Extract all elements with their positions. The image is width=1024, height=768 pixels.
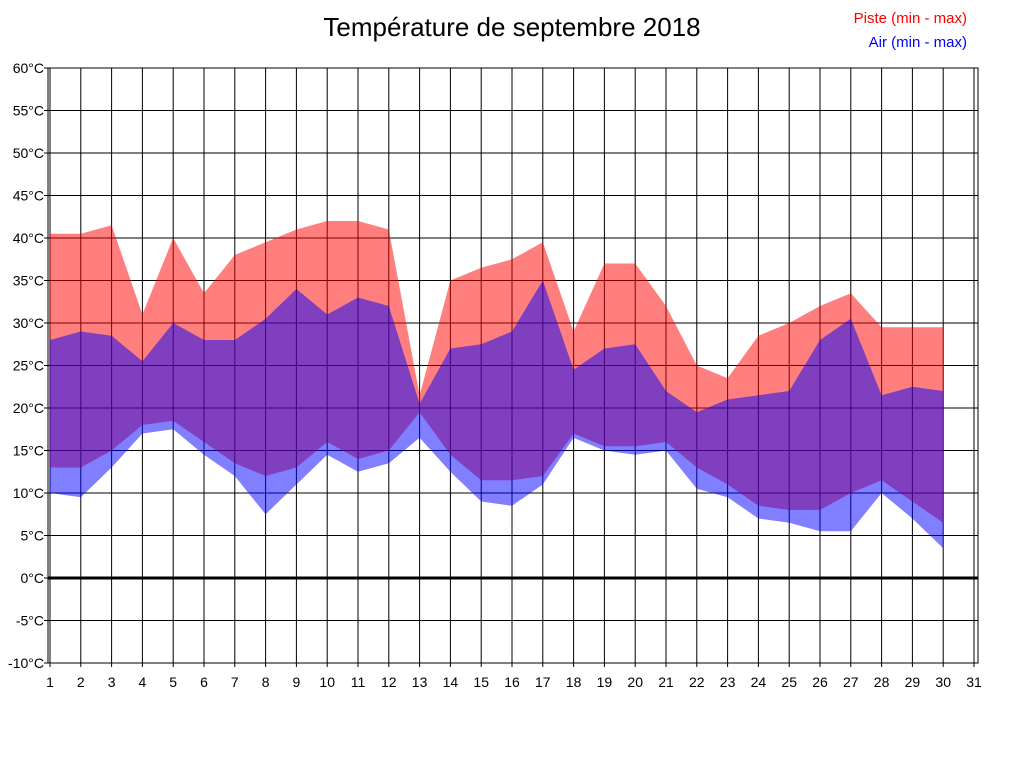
svg-text:11: 11 (351, 674, 366, 690)
svg-text:50°C: 50°C (13, 145, 44, 161)
x-axis-labels: 1 2 3 4 5 6 7 8 9 10 11 12 13 14 15 16 17 18 19 20 21 22 23 24 2… (46, 674, 982, 690)
svg-text:15°C: 15°C (13, 443, 44, 459)
svg-text:3: 3 (108, 674, 116, 690)
svg-text:19: 19 (597, 674, 613, 690)
svg-text:21: 21 (658, 674, 674, 690)
svg-text:-10°C: -10°C (8, 655, 44, 671)
svg-text:12: 12 (381, 674, 397, 690)
svg-text:25°C: 25°C (13, 358, 44, 374)
svg-text:7: 7 (231, 674, 239, 690)
svg-text:-5°C: -5°C (16, 613, 44, 629)
svg-text:27: 27 (843, 674, 859, 690)
svg-text:18: 18 (566, 674, 582, 690)
legend-air-label: Air (min - max) (868, 34, 967, 51)
svg-text:2: 2 (77, 674, 85, 690)
legend-piste-label: Piste (min - max) (853, 10, 967, 27)
svg-text:6: 6 (200, 674, 208, 690)
svg-text:15: 15 (473, 674, 489, 690)
svg-text:45°C: 45°C (13, 188, 44, 204)
svg-text:60°C: 60°C (13, 60, 44, 76)
svg-text:9: 9 (293, 674, 301, 690)
svg-text:40°C: 40°C (13, 230, 44, 246)
svg-text:14: 14 (443, 674, 459, 690)
svg-text:16: 16 (504, 674, 520, 690)
svg-text:4: 4 (139, 674, 147, 690)
chart-title: Température de septembre 2018 (323, 12, 701, 42)
svg-text:26: 26 (812, 674, 828, 690)
svg-text:23: 23 (720, 674, 736, 690)
svg-text:17: 17 (535, 674, 551, 690)
svg-text:1: 1 (46, 674, 54, 690)
svg-text:0°C: 0°C (21, 570, 45, 586)
svg-text:30°C: 30°C (13, 315, 44, 331)
svg-text:10°C: 10°C (13, 485, 44, 501)
svg-text:20°C: 20°C (13, 400, 44, 416)
plot-border (47, 67, 979, 664)
y-axis-labels: 60°C 55°C 50°C 45°C 40°C 35°C 30°C 25°C 20°C 15°C… (8, 60, 44, 671)
svg-text:29: 29 (905, 674, 921, 690)
svg-text:20: 20 (627, 674, 643, 690)
svg-text:5: 5 (169, 674, 177, 690)
svg-text:10: 10 (319, 674, 335, 690)
svg-text:35°C: 35°C (13, 273, 44, 289)
legend: Piste (min - max) Air (min - max) (854, 7, 967, 55)
svg-text:55°C: 55°C (13, 103, 44, 119)
svg-text:22: 22 (689, 674, 705, 690)
svg-text:30: 30 (935, 674, 951, 690)
svg-text:31: 31 (966, 674, 982, 690)
svg-text:13: 13 (412, 674, 428, 690)
svg-text:24: 24 (751, 674, 767, 690)
svg-text:5°C: 5°C (21, 528, 45, 544)
svg-text:28: 28 (874, 674, 890, 690)
svg-text:8: 8 (262, 674, 270, 690)
svg-text:25: 25 (781, 674, 797, 690)
air-band (50, 280, 944, 549)
